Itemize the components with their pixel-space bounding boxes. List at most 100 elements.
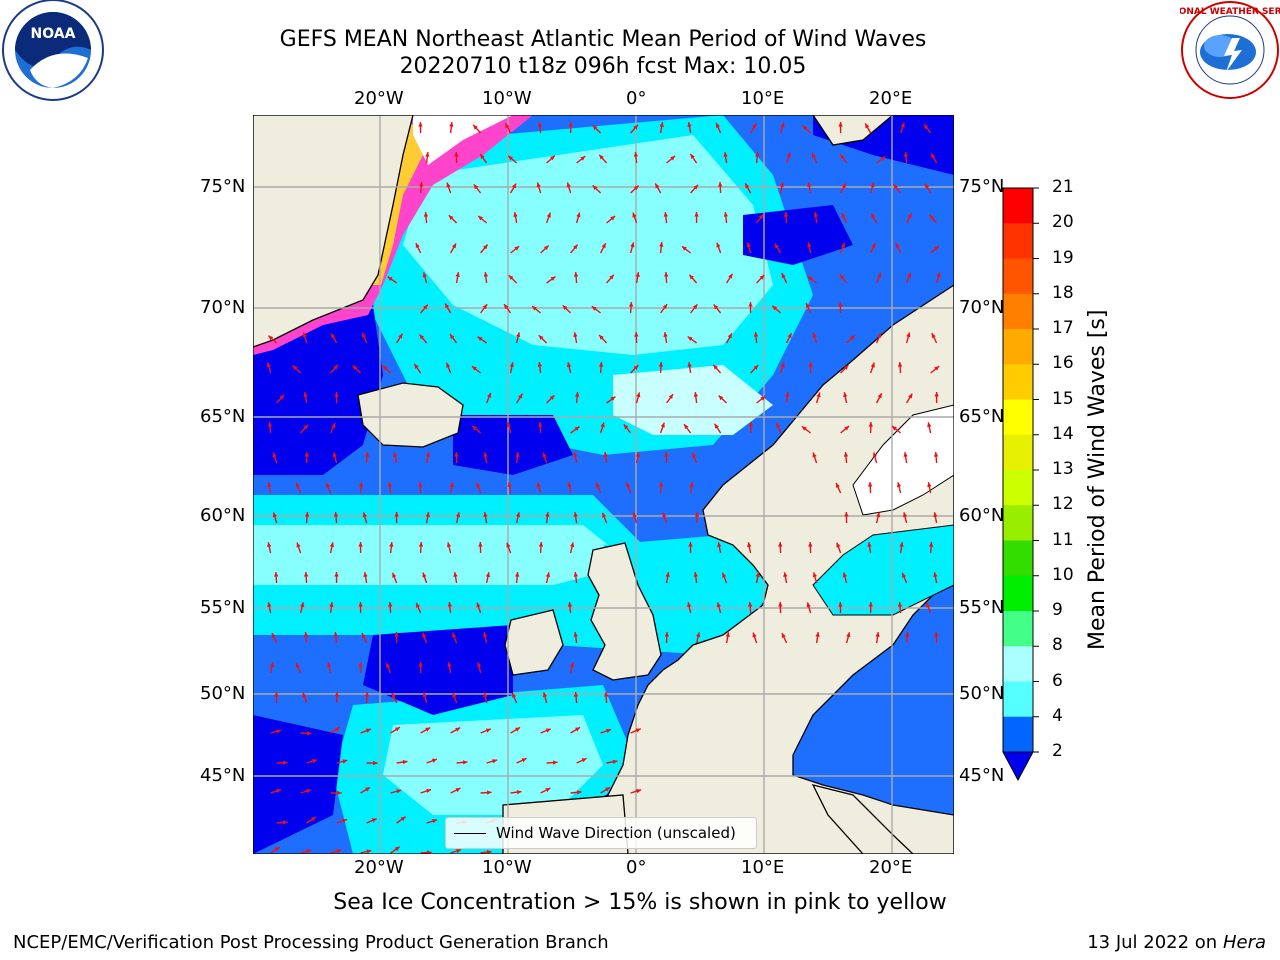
wind-arrow-head [610, 215, 616, 221]
wind-arrow-head [418, 662, 423, 667]
colorbar-tick-label: 4 [1052, 705, 1063, 726]
wind-arrow-head [515, 572, 520, 577]
wind-arrow-head [455, 272, 460, 277]
wind-arrow-head [681, 246, 687, 251]
wind-arrow-head [545, 512, 550, 517]
wind-arrow-head [808, 362, 813, 367]
wind-arrow-head [635, 452, 640, 458]
sea-ice-note: Sea Ice Concentration > 15% is shown in … [333, 890, 947, 915]
wind-arrow-head [595, 482, 600, 488]
wind-arrow-head [546, 212, 551, 218]
footer-host: Hera [1222, 932, 1266, 953]
wind-arrow-head [538, 542, 544, 547]
wind-arrow-head [545, 572, 551, 578]
wind-arrow-head [454, 452, 459, 457]
wind-arrow-head [303, 632, 309, 637]
wind-arrow-head [332, 452, 337, 458]
lat-label-right-45: 45°N [959, 765, 1005, 786]
wind-arrow-head [448, 215, 454, 220]
colorbar-cell [1003, 646, 1033, 682]
wind-arrow-head [425, 727, 431, 732]
wind-arrow-head [276, 788, 282, 794]
wind-arrow-head [934, 366, 940, 371]
lon-label-bottom-20e: 20°E [869, 857, 913, 878]
wind-arrow-head [687, 336, 693, 341]
wind-arrow-head [473, 184, 479, 190]
lon-label-top-20w: 20°W [354, 88, 404, 109]
wind-arrow-head [268, 335, 274, 341]
wind-arrow-head [362, 332, 367, 338]
wind-arrow-head [504, 304, 509, 310]
wind-arrow-head [331, 333, 336, 339]
wind-arrow-head [714, 423, 719, 429]
wind-arrow-head [755, 572, 760, 578]
legend-line-swatch [454, 832, 486, 834]
wind-arrow-head [569, 542, 575, 548]
wind-arrow-head [452, 632, 457, 638]
wind-arrow-head [664, 632, 669, 637]
wind-arrow-head [660, 422, 665, 428]
wind-arrow-head [842, 572, 847, 578]
wind-arrow-head [455, 788, 461, 793]
wind-arrow-head [304, 512, 310, 517]
wind-arrow-head [575, 727, 581, 732]
wind-arrow-head [296, 542, 301, 548]
chart-subtitle: 20220710 t18z 096h fcst Max: 10.05 [399, 54, 807, 79]
wind-arrow-head [801, 426, 807, 431]
wind-arrow-head [841, 213, 846, 219]
wind-arrow-head [426, 850, 432, 854]
wind-arrow-head [422, 272, 427, 278]
wind-arrow-head [633, 152, 639, 157]
wind-arrow-head [925, 183, 930, 189]
wind-arrow-head [273, 572, 279, 577]
wind-arrow-head [477, 662, 482, 668]
wind-arrow-head [723, 212, 728, 217]
wind-arrow-head [486, 790, 492, 795]
wind-arrow-head [365, 728, 371, 733]
wind-arrow-head [303, 392, 308, 397]
wind-arrow-head [362, 512, 367, 518]
wind-arrow-head [508, 275, 514, 280]
wind-arrow-head [812, 452, 817, 458]
wind-arrow-head [872, 452, 878, 458]
wind-arrow-head [542, 692, 548, 698]
wind-arrow-head [342, 818, 347, 823]
wind-arrow-head [432, 819, 438, 824]
wind-arrow-head [783, 572, 788, 578]
wind-arrow-head [694, 212, 699, 217]
wind-arrow-head [482, 304, 488, 310]
wind-arrow-head [326, 482, 331, 488]
field-lightcyan-mid [253, 525, 633, 585]
wind-arrow-head [358, 602, 363, 607]
colorbar-cell [1003, 540, 1033, 577]
wind-arrow-head [663, 212, 668, 217]
wind-arrow-head [908, 393, 913, 399]
wind-arrow-head [634, 332, 639, 337]
wind-arrow-head [786, 152, 791, 158]
wind-arrow-head [266, 362, 271, 368]
wind-arrow-head [718, 395, 724, 401]
wind-arrow-head [310, 817, 316, 822]
wind-arrow-head [877, 272, 882, 278]
lon-label-bottom-10w: 10°W [482, 857, 532, 878]
water-baltic [812, 524, 954, 616]
wind-arrow-head [816, 392, 821, 398]
wind-arrow-head [538, 335, 544, 340]
wind-arrow-head [331, 422, 336, 428]
wind-arrow-head [506, 422, 512, 428]
wind-arrow-head [446, 182, 451, 188]
colorbar-cell [1003, 505, 1033, 541]
wind-arrow-head [414, 363, 419, 369]
colorbar-tick-label: 18 [1052, 282, 1074, 303]
wind-arrow-head [812, 572, 818, 578]
wind-arrow-head [358, 482, 364, 487]
wind-arrow-head [425, 512, 430, 518]
colorbar-cell [1003, 258, 1033, 295]
wind-arrow-head [567, 482, 572, 487]
wind-arrow-head [931, 153, 936, 159]
wind-arrow-head [812, 332, 817, 338]
wind-arrow-head [452, 692, 457, 698]
wind-arrow-head [511, 183, 517, 189]
wind-arrow-head [276, 729, 282, 734]
wind-arrow-head [871, 243, 876, 249]
